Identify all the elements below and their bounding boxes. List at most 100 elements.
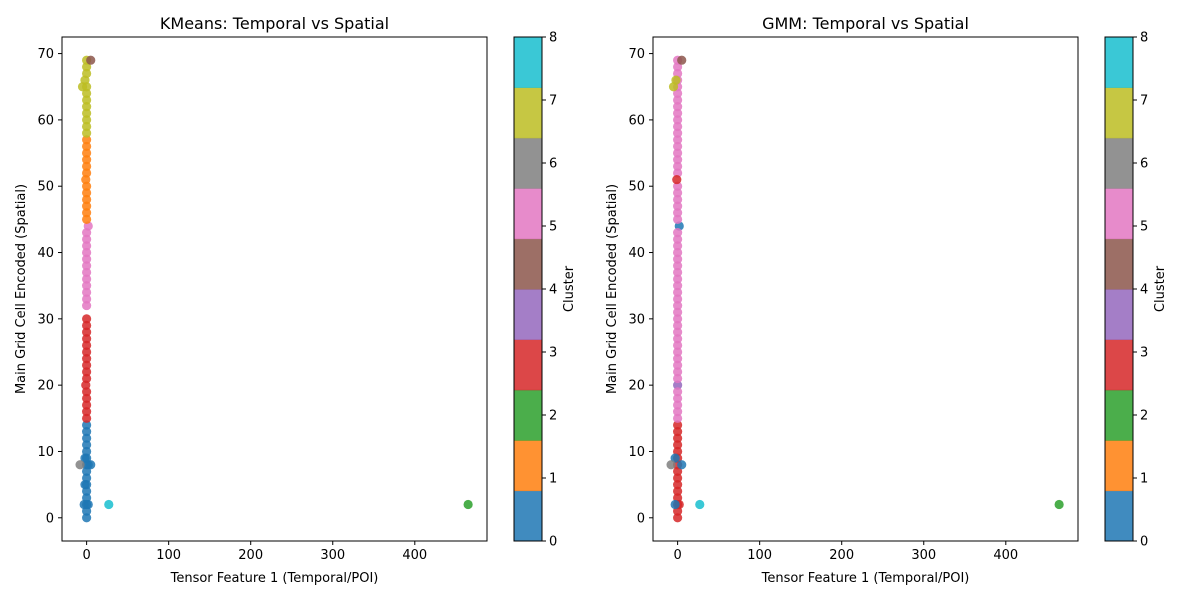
kmeans-x-axis-label: Tensor Feature 1 (Temporal/POI) bbox=[170, 571, 379, 586]
gmm-data-point bbox=[673, 115, 683, 125]
kmeans-data-point bbox=[82, 420, 92, 430]
gmm-data-point bbox=[673, 420, 683, 430]
kmeans-y-tick-label: 60 bbox=[37, 113, 54, 128]
kmeans-colorbar-band bbox=[514, 339, 542, 391]
kmeans-colorbar-tick-label: 6 bbox=[549, 157, 557, 172]
gmm-data-point bbox=[673, 320, 683, 331]
gmm-data-point bbox=[673, 473, 683, 483]
gmm-data-point bbox=[673, 261, 683, 271]
gmm-data-point bbox=[673, 466, 683, 476]
gmm-data-point bbox=[673, 380, 683, 390]
kmeans-data-point bbox=[82, 340, 92, 350]
gmm-data-point bbox=[673, 387, 683, 397]
kmeans-data-point bbox=[82, 400, 92, 410]
gmm-data-point bbox=[673, 433, 683, 443]
gmm-data-point bbox=[673, 121, 683, 132]
kmeans-data-point bbox=[82, 473, 92, 483]
gmm-data-point bbox=[673, 354, 683, 364]
kmeans-data-point bbox=[82, 95, 92, 105]
kmeans-data-point bbox=[82, 254, 92, 264]
kmeans-data-point bbox=[82, 446, 92, 457]
kmeans-colorbar-tick-label: 5 bbox=[549, 220, 557, 235]
kmeans-data-point bbox=[82, 108, 92, 118]
kmeans-y-tick-label: 40 bbox=[37, 246, 54, 261]
kmeans-data-point bbox=[82, 287, 92, 297]
kmeans-data-point bbox=[82, 513, 92, 523]
gmm-colorbar-tick-label: 1 bbox=[1140, 472, 1148, 487]
kmeans-colorbar-band bbox=[514, 188, 542, 240]
gmm-colorbar-band bbox=[1105, 490, 1133, 542]
gmm-colorbar: 0 1 2 3 4 5 6 7 8 bbox=[1104, 31, 1148, 550]
kmeans-x-tick-label: 0 bbox=[82, 548, 90, 563]
kmeans-data-point bbox=[82, 115, 92, 125]
gmm-data-point bbox=[673, 201, 683, 211]
gmm-data-point bbox=[673, 102, 683, 112]
kmeans-data-point bbox=[82, 407, 92, 417]
gmm-y-tick-label: 20 bbox=[628, 379, 645, 394]
kmeans-data-point bbox=[82, 347, 92, 357]
gmm-colorbar-band bbox=[1105, 289, 1133, 340]
gmm-data-point bbox=[673, 367, 683, 377]
kmeans-data-point bbox=[75, 460, 85, 470]
gmm-data-point bbox=[673, 400, 683, 410]
kmeans-data-point bbox=[82, 141, 92, 152]
kmeans-y-tick-label: 70 bbox=[37, 47, 54, 62]
gmm-data-point bbox=[673, 440, 683, 450]
kmeans-colorbar-band bbox=[514, 389, 542, 441]
kmeans-colorbar-tick-label: 2 bbox=[549, 409, 557, 424]
gmm-data-point bbox=[673, 314, 683, 324]
kmeans-colorbar-tick-label: 0 bbox=[549, 535, 557, 550]
kmeans-colorbar: 0 1 2 3 4 5 6 7 8 bbox=[513, 31, 557, 550]
gmm-data-point bbox=[673, 347, 683, 357]
kmeans-data-point bbox=[82, 373, 92, 384]
gmm-y-tick-label: 10 bbox=[628, 445, 645, 460]
gmm-colorbar-tick-label: 0 bbox=[1140, 535, 1148, 550]
kmeans-data-point bbox=[82, 327, 92, 337]
gmm-data-point bbox=[673, 148, 683, 158]
kmeans-x-tick-label: 100 bbox=[156, 548, 181, 563]
kmeans-data-point bbox=[463, 499, 473, 510]
gmm-data-point bbox=[672, 174, 682, 185]
kmeans-data-point bbox=[82, 188, 92, 198]
kmeans-x-tick-label: 200 bbox=[238, 548, 263, 563]
gmm-data-point bbox=[673, 373, 683, 384]
kmeans-colorbar-tick-label: 4 bbox=[549, 283, 557, 298]
gmm-data-point bbox=[673, 281, 683, 291]
gmm-chart-title: GMM: Temporal vs Spatial bbox=[762, 14, 969, 33]
gmm-colorbar-tick-label: 8 bbox=[1140, 31, 1148, 46]
gmm-panel: GMM: Temporal vs Spatial 0 100 200 300 40001… bbox=[605, 14, 1168, 586]
gmm-colorbar-tick-label: 7 bbox=[1140, 94, 1148, 109]
gmm-data-point bbox=[673, 241, 683, 251]
gmm-data-point bbox=[673, 480, 683, 490]
gmm-x-tick-label: 300 bbox=[911, 548, 936, 563]
kmeans-y-tick-label: 20 bbox=[37, 379, 54, 394]
gmm-data-point bbox=[673, 393, 683, 404]
kmeans-colorbar-band bbox=[514, 238, 542, 290]
gmm-data-point bbox=[673, 334, 683, 344]
gmm-colorbar-band bbox=[1105, 87, 1133, 139]
kmeans-data-point bbox=[82, 241, 92, 251]
gmm-data-point bbox=[673, 161, 683, 171]
gmm-data-point bbox=[673, 128, 683, 138]
kmeans-data-point bbox=[82, 102, 92, 112]
gmm-y-tick-label: 50 bbox=[628, 180, 645, 195]
gmm-data-point bbox=[677, 55, 687, 65]
gmm-colorbar-band bbox=[1105, 339, 1133, 391]
kmeans-data-point bbox=[82, 201, 92, 211]
kmeans-data-point bbox=[82, 320, 92, 331]
kmeans-data-point bbox=[82, 135, 92, 145]
kmeans-colorbar-band bbox=[514, 137, 542, 189]
kmeans-plot-area bbox=[75, 55, 473, 523]
kmeans-data-point bbox=[86, 55, 96, 65]
gmm-x-tick-label: 400 bbox=[993, 548, 1018, 563]
gmm-data-point bbox=[673, 88, 683, 98]
gmm-data-point bbox=[673, 287, 683, 297]
kmeans-data-point bbox=[82, 433, 92, 443]
gmm-data-point bbox=[671, 75, 681, 85]
kmeans-chart-title: KMeans: Temporal vs Spatial bbox=[160, 14, 389, 33]
gmm-data-point bbox=[673, 407, 683, 417]
kmeans-data-point bbox=[82, 128, 92, 138]
gmm-colorbar-band bbox=[1105, 238, 1133, 290]
kmeans-data-point bbox=[82, 314, 92, 324]
